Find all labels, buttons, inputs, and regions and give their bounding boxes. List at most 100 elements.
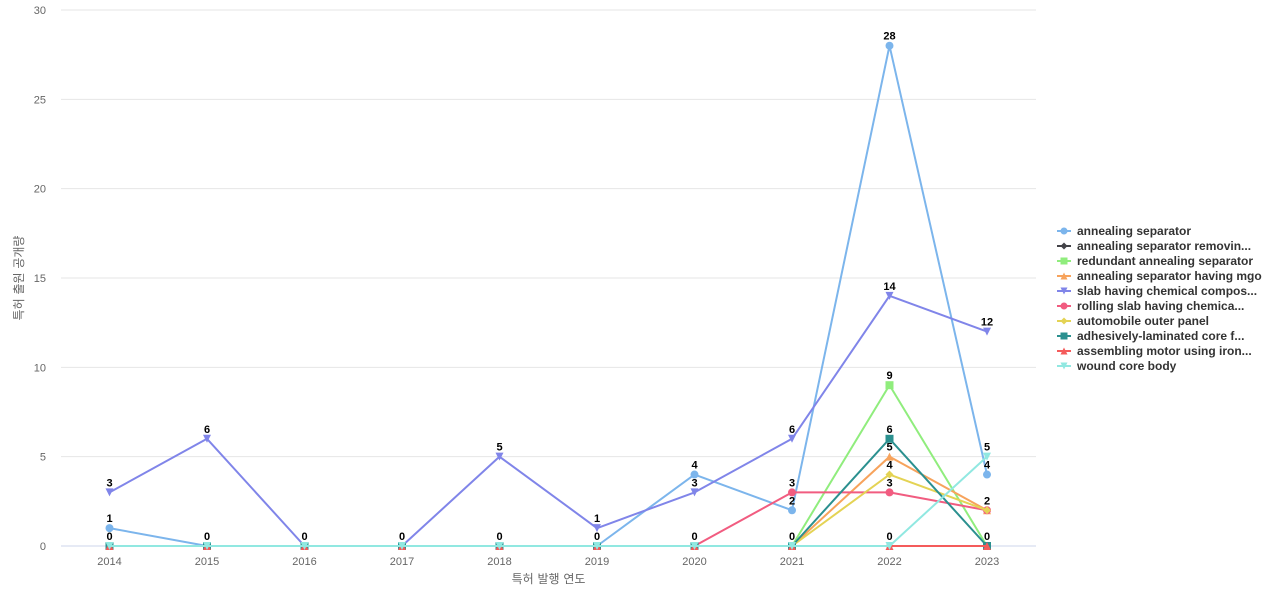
legend-symbol	[1057, 317, 1071, 324]
legend-symbol	[1057, 272, 1071, 279]
data-label: 6	[886, 424, 892, 436]
legend-item[interactable]: automobile outer panel	[1057, 313, 1262, 328]
data-point	[885, 434, 894, 443]
data-point	[885, 452, 894, 461]
series-line	[109, 455, 988, 547]
data-point	[105, 488, 114, 497]
legend-marker	[1060, 347, 1068, 354]
data-label: 2	[789, 495, 795, 507]
legend-marker	[1060, 362, 1068, 369]
y-tick-label: 0	[40, 541, 46, 553]
legend-symbol	[1057, 347, 1071, 354]
data-point	[885, 470, 894, 479]
data-label: 3	[789, 477, 795, 489]
data-label: 2	[984, 495, 990, 507]
legend-marker	[1060, 332, 1068, 339]
data-label: 0	[984, 531, 990, 543]
data-point	[788, 434, 796, 443]
data-point	[203, 434, 211, 443]
series-line	[109, 294, 988, 547]
y-tick-label: 30	[34, 5, 46, 17]
series-line	[109, 455, 988, 547]
data-label: 6	[789, 424, 795, 436]
legend-marker	[1060, 272, 1068, 279]
data-point	[690, 488, 699, 497]
data-point	[203, 542, 211, 550]
legend-symbol	[1057, 287, 1071, 294]
data-label: 5	[886, 442, 892, 454]
legend-symbol	[1057, 242, 1071, 249]
data-label: 12	[981, 317, 993, 329]
legend-marker	[1060, 257, 1068, 264]
y-tick-label: 15	[34, 273, 46, 285]
series-10	[105, 452, 991, 550]
legend-symbol	[1057, 302, 1071, 309]
data-label: 0	[789, 531, 795, 543]
x-tick-label: 2018	[487, 556, 511, 568]
data-point	[105, 524, 114, 533]
legend-item[interactable]: rolling slab having chemica...	[1057, 298, 1262, 313]
data-point	[885, 381, 894, 390]
legend-marker	[1060, 227, 1068, 234]
data-point	[983, 542, 991, 550]
y-tick-label: 20	[34, 184, 46, 196]
legend-item[interactable]: wound core body	[1057, 358, 1262, 373]
x-tick-label: 2020	[682, 556, 706, 568]
legend-label: redundant annealing separator	[1077, 253, 1254, 268]
data-label: 3	[886, 477, 892, 489]
y-tick-label: 5	[40, 452, 46, 464]
y-axis-title: 특허 출원 공개량	[12, 236, 26, 321]
data-point	[983, 327, 991, 336]
series-line	[109, 384, 988, 547]
data-point	[885, 41, 894, 50]
data-point	[593, 542, 601, 550]
x-tick-label: 2014	[97, 556, 121, 568]
legend-label: annealing separator having mgo	[1077, 268, 1262, 283]
legend-symbol	[1057, 227, 1071, 234]
legend-label: annealing separator removin...	[1077, 238, 1252, 253]
data-point	[398, 542, 406, 550]
data-label: 0	[301, 531, 307, 543]
legend-item[interactable]: assembling motor using iron...	[1057, 343, 1262, 358]
legend-symbol	[1057, 257, 1071, 264]
legend-label: rolling slab having chemica...	[1077, 298, 1245, 313]
data-label: 3	[106, 477, 112, 489]
data-point	[983, 506, 991, 515]
data-point	[690, 542, 699, 550]
legend-item[interactable]: annealing separator	[1057, 223, 1262, 238]
data-point	[885, 291, 894, 300]
data-point	[593, 524, 601, 533]
data-point	[788, 488, 796, 497]
x-tick-label: 2019	[585, 556, 609, 568]
series-line	[109, 44, 988, 547]
legend-label: wound core body	[1077, 358, 1177, 373]
data-label: 6	[204, 424, 210, 436]
x-tick-label: 2016	[292, 556, 316, 568]
data-label: 9	[886, 370, 892, 382]
legend-marker	[1060, 302, 1068, 309]
data-point	[105, 542, 114, 550]
legend-label: adhesively-laminated core f...	[1077, 328, 1245, 343]
legend-item[interactable]: annealing separator removin...	[1057, 238, 1262, 253]
x-tick-label: 2015	[195, 556, 219, 568]
series-5	[105, 291, 991, 550]
legend-item[interactable]: annealing separator having mgo	[1057, 268, 1262, 283]
data-point	[885, 542, 894, 550]
series-line	[109, 473, 988, 547]
legend-item[interactable]: slab having chemical compos...	[1057, 283, 1262, 298]
x-tick-label: 2021	[780, 556, 804, 568]
data-label: 0	[204, 531, 210, 543]
data-label: 5	[496, 442, 502, 454]
x-tick-label: 2023	[975, 556, 999, 568]
legend-item[interactable]: redundant annealing separator	[1057, 253, 1262, 268]
data-label: 1	[594, 513, 600, 525]
legend-symbol	[1057, 362, 1071, 369]
legend-item[interactable]: adhesively-laminated core f...	[1057, 328, 1262, 343]
legend-symbol	[1057, 332, 1071, 339]
data-point	[495, 542, 504, 550]
data-point	[885, 488, 894, 497]
data-point	[788, 542, 796, 550]
legend-label: automobile outer panel	[1077, 313, 1210, 328]
data-point	[983, 470, 991, 479]
data-label: 4	[886, 460, 893, 472]
